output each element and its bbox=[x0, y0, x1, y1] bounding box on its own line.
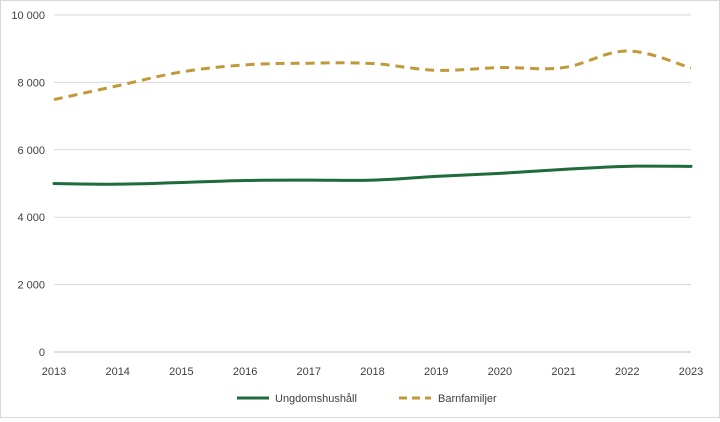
axes: 0 2 000 4 000 6 000 8 000 10 000 2013 2014 2015 2… bbox=[11, 10, 703, 378]
legend-label: Ungdomshushåll bbox=[275, 393, 357, 405]
y-tick-label: 0 bbox=[39, 347, 45, 359]
x-tick-label: 2023 bbox=[679, 366, 703, 378]
x-tick-label: 2015 bbox=[169, 366, 193, 378]
x-tick-label: 2020 bbox=[488, 366, 512, 378]
gridlines bbox=[54, 14, 691, 353]
x-tick-label: 2019 bbox=[424, 366, 448, 378]
legend: Ungdomshushåll Barnfamiljer bbox=[237, 393, 497, 405]
series-line-barnfamiljer bbox=[53, 49, 692, 102]
y-tick-label: 8 000 bbox=[17, 77, 45, 89]
x-tick-label: 2013 bbox=[42, 366, 66, 378]
y-tick-label: 10 000 bbox=[11, 10, 45, 22]
y-tick-label: 2 000 bbox=[17, 280, 45, 292]
series-lines bbox=[52, 49, 693, 186]
legend-label: Barnfamiljer bbox=[438, 393, 497, 405]
y-tick-label: 6 000 bbox=[17, 145, 45, 157]
x-tick-label: 2016 bbox=[233, 366, 257, 378]
x-tick-label: 2018 bbox=[360, 366, 384, 378]
x-tick-label: 2022 bbox=[615, 366, 639, 378]
x-tick-label: 2021 bbox=[551, 366, 575, 378]
x-tick-label: 2017 bbox=[297, 366, 321, 378]
y-tick-label: 4 000 bbox=[17, 212, 45, 224]
series-line-ungdomshushall bbox=[52, 164, 693, 186]
x-tick-label: 2014 bbox=[105, 366, 129, 378]
